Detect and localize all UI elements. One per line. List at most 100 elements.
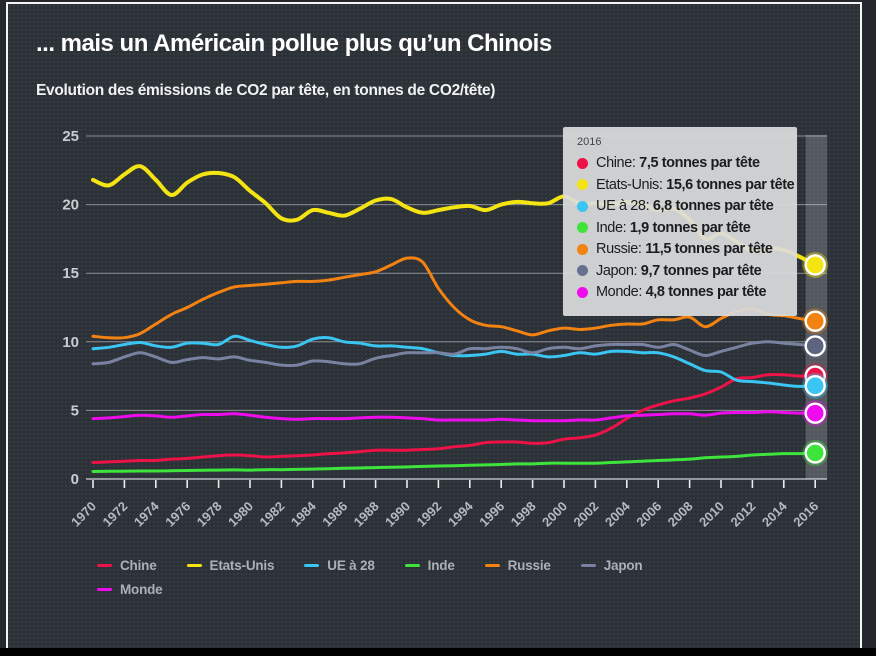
tooltip-series-value: 6,8 tonnes par tête: [652, 198, 774, 214]
tooltip-row: Monde: 4,8 tonnes par tête: [577, 284, 785, 300]
series-color-dot-icon: [577, 157, 588, 169]
x-axis-label: 1974: [131, 498, 163, 530]
tooltip-series-value: 9,7 tonnes par tête: [640, 262, 762, 279]
tooltip-rows: Chine: 7,5 tonnes par tête Etats-Unis: 15…: [577, 155, 795, 300]
x-axis-label: 1998: [508, 499, 539, 530]
legend-dash-icon: [580, 563, 596, 568]
tooltip-series-value: 15,6 tonnes par tête: [666, 176, 795, 193]
legend-label: Japon: [603, 558, 643, 573]
tooltip-year: 2016: [577, 136, 602, 148]
tooltip-row-text: Japon: 9,7 tonnes par tête: [596, 262, 762, 279]
tooltip-series-name: UE à 28: [596, 198, 646, 214]
series-line-Chine[interactable]: [91, 372, 817, 464]
series-color-dot-icon: [577, 286, 588, 298]
chart-legend: Chine Etats-Unis UE à 28 Inde Russie Japon Mon…: [97, 558, 697, 606]
y-axis-label: 0: [71, 471, 79, 488]
series-line-UE à 28[interactable]: [91, 334, 817, 388]
series-color-dot-icon: [577, 179, 588, 190]
highlight-year-band: [805, 135, 828, 479]
legend-dash-icon: [304, 563, 320, 568]
x-axis-label: 1980: [225, 499, 256, 530]
y-axis-label: 25: [62, 128, 79, 145]
x-axis-label: 1996: [476, 499, 507, 530]
y-axis-label: 5: [71, 402, 79, 419]
tooltip-series-value: 11,5 tonnes par tête: [645, 241, 773, 257]
tooltip-row: Japon: 9,7 tonnes par tête: [577, 263, 785, 279]
tooltip-series-name: Inde: [596, 219, 623, 236]
x-axis-label: 1976: [162, 499, 193, 530]
legend-item-Monde[interactable]: Monde: [97, 582, 163, 597]
tooltip-row-text: Monde: 4,8 tonnes par tête: [596, 284, 767, 300]
series-line-Inde[interactable]: [91, 451, 817, 473]
x-axis-label: 1984: [288, 498, 320, 530]
legend-item-Chine[interactable]: Chine: [97, 558, 157, 573]
x-axis-label: 1970: [68, 499, 99, 530]
x-axis-label: 2014: [759, 498, 791, 530]
legend-item-Etats-Unis[interactable]: Etats-Unis: [186, 558, 275, 573]
tooltip-row: Inde: 1,9 tonnes par tête: [577, 220, 785, 236]
legend-row: Monde: [97, 582, 697, 597]
tooltip-row-text: Etats-Unis: 15,6 tonnes par tête: [596, 176, 795, 193]
legend-item-Japon[interactable]: Japon: [580, 558, 643, 573]
legend-label: Inde: [427, 558, 455, 573]
x-axis-label: 1994: [445, 498, 477, 530]
tooltip-series-value: 1,9 tonnes par tête: [629, 219, 751, 236]
legend-item-Inde[interactable]: Inde: [404, 558, 455, 573]
legend-row: Chine Etats-Unis UE à 28 Inde Russie Japon: [97, 558, 697, 573]
chart-panel: [6, 2, 862, 656]
x-axis-label: 2006: [633, 499, 664, 530]
x-axis-label: 2016: [790, 499, 821, 530]
legend-dash-icon: [97, 563, 112, 568]
x-axis-label: 1978: [194, 499, 225, 530]
tooltip-series-name: Monde: [596, 284, 639, 300]
end-dot-Etats-Unis[interactable]: [804, 254, 826, 276]
y-axis-label: 20: [62, 197, 79, 214]
end-dot-Japon[interactable]: [804, 335, 826, 357]
tooltip-row-text: UE à 28: 6,8 tonnes par tête: [596, 198, 774, 214]
series-line-Japon[interactable]: [91, 340, 817, 368]
legend-dash-icon: [97, 587, 112, 592]
page-title: ... mais un Américain pollue plus qu’un …: [36, 30, 552, 57]
tooltip-series-name: Russie: [596, 241, 638, 257]
legend-label: Monde: [120, 582, 163, 597]
x-axis-label: 1986: [319, 499, 350, 530]
legend-item-UE à 28[interactable]: UE à 28: [304, 558, 375, 573]
tooltip-row: Chine: 7,5 tonnes par tête: [577, 155, 785, 171]
series-line-Russie[interactable]: [91, 256, 817, 340]
series-color-dot-icon: [577, 200, 588, 212]
tooltip-series-value: 4,8 tonnes par tête: [645, 284, 767, 300]
legend-label: Chine: [120, 558, 157, 573]
x-axis-label: 1982: [256, 499, 287, 530]
tooltip-series-name: Etats-Unis: [596, 176, 659, 193]
tooltip-series-name: Chine: [596, 155, 632, 171]
legend-label: UE à 28: [327, 558, 375, 573]
end-dot-Russie[interactable]: [804, 310, 826, 332]
end-dot-Monde[interactable]: [804, 402, 826, 424]
series-color-dot-icon: [577, 222, 588, 233]
x-axis-label: 1972: [99, 499, 130, 530]
tooltip-series-name: Japon: [596, 262, 634, 279]
tooltip-row: Etats-Unis: 15,6 tonnes par tête: [577, 177, 795, 193]
tooltip-row-text: Russie: 11,5 tonnes par tête: [596, 241, 773, 257]
x-axis-label: 1988: [351, 499, 382, 530]
series-color-dot-icon: [577, 243, 588, 255]
tooltip-row: Russie: 11,5 tonnes par tête: [577, 241, 785, 257]
x-axis-label: 2012: [727, 499, 758, 530]
legend-item-Russie[interactable]: Russie: [484, 558, 551, 573]
x-axis-label: 2002: [570, 499, 601, 530]
tooltip-series-value: 7,5 tonnes par tête: [639, 155, 760, 171]
series-line-Monde[interactable]: [91, 410, 817, 423]
tooltip-row: UE à 28: 6,8 tonnes par tête: [577, 198, 785, 214]
hover-tooltip: 2016 Chine: 7,5 tonnes par tête Etats-Uni…: [563, 127, 797, 316]
legend-label: Etats-Unis: [209, 558, 275, 573]
x-axis-label: 1990: [382, 499, 413, 530]
x-axis-label: 2004: [602, 498, 634, 530]
legend-dash-icon: [186, 563, 202, 568]
end-dot-Inde[interactable]: [804, 442, 826, 464]
y-axis-label: 15: [62, 265, 79, 282]
bottom-black-bar: [0, 648, 876, 656]
end-dot-UE à 28[interactable]: [804, 375, 826, 397]
x-axis-label: 2010: [696, 499, 727, 530]
legend-dash-icon: [404, 563, 420, 568]
